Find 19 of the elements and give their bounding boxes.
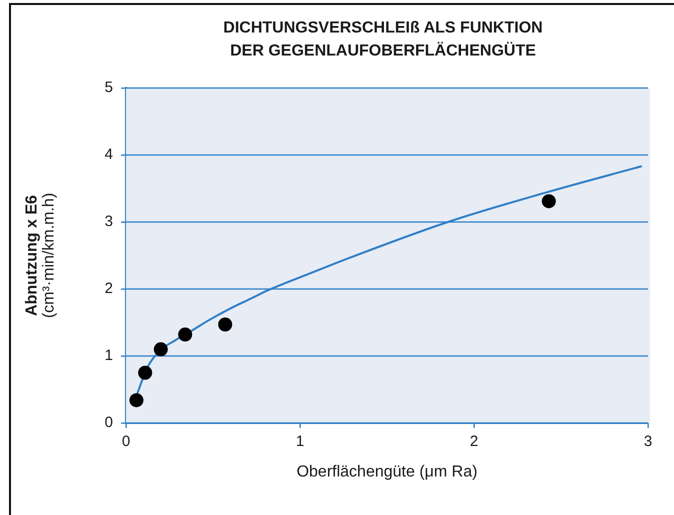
x-tick-label: 0 [122,433,130,450]
x-tick-label: 3 [644,433,652,450]
point [129,393,144,408]
x-tick-label: 1 [296,433,304,450]
y-axis-title: Abnutzung x E6 (cm³·min/km.m.h) [23,192,58,318]
y-tick-label: 1 [104,347,113,364]
y-tick-label: 4 [104,146,113,164]
chart-title: DICHTUNGSVERSCHLEIß ALS FUNKTION DER GEGENLAUFOBERFLÄCHENGÜTE [223,19,543,60]
y-tick-label: 3 [104,213,113,230]
point [178,328,192,342]
x-tick-label: 2 [470,433,478,450]
y-tick-label: 2 [104,280,113,298]
y-tick-label: 0 [104,414,113,432]
point [138,366,152,380]
point [154,342,168,356]
x-axis-title: Oberflächengüte (μm Ra) [296,463,478,480]
point [218,318,232,332]
y-tick-label: 5 [104,79,113,96]
point [542,194,556,208]
